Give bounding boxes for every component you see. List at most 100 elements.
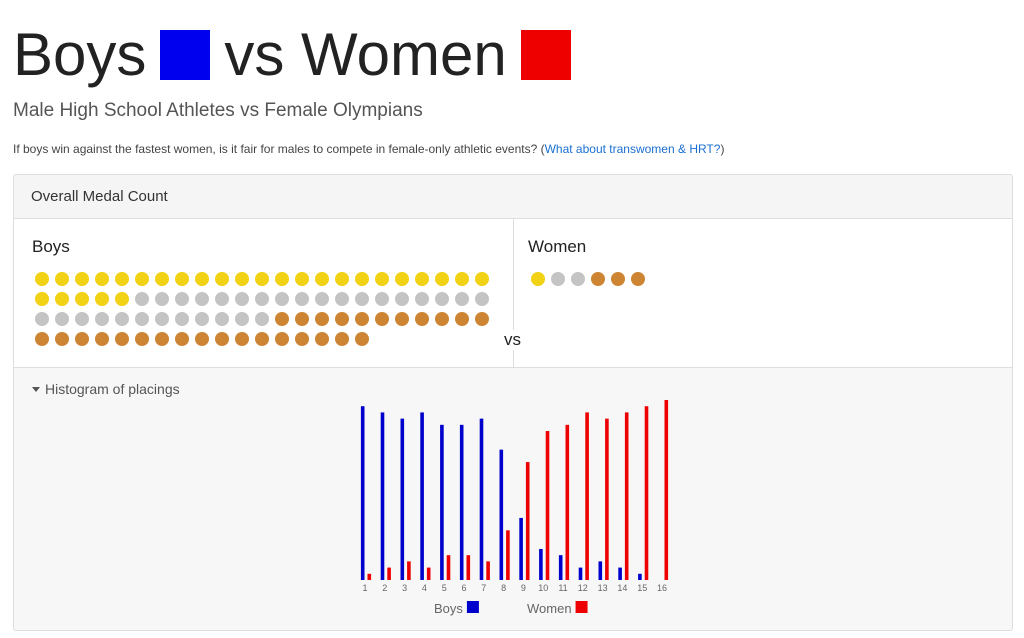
bar-women-15 xyxy=(644,406,649,580)
bronze-medal-dot xyxy=(355,332,369,346)
silver-medal-dot xyxy=(235,312,249,326)
bronze-medal-dot xyxy=(355,312,369,326)
bronze-medal-dot xyxy=(435,312,449,326)
bar-women-9 xyxy=(525,462,530,580)
bronze-medal-dot xyxy=(415,312,429,326)
gold-medal-dot xyxy=(155,272,169,286)
gold-medal-dot xyxy=(455,272,469,286)
gold-medal-dot xyxy=(35,272,49,286)
bar-boys-11 xyxy=(558,555,563,580)
gold-medal-dot xyxy=(95,292,109,306)
bronze-medal-dot xyxy=(175,332,189,346)
silver-medal-dot xyxy=(215,312,229,326)
bar-boys-15 xyxy=(638,573,642,580)
gold-medal-dot xyxy=(415,272,429,286)
gold-medal-dot xyxy=(35,292,49,306)
gold-medal-dot xyxy=(475,272,489,286)
silver-medal-dot xyxy=(35,312,49,326)
bar-women-2 xyxy=(387,567,391,580)
silver-medal-dot xyxy=(215,292,229,306)
bar-women-4 xyxy=(426,567,431,580)
gold-medal-dot xyxy=(175,272,189,286)
silver-medal-dot xyxy=(551,272,565,286)
gold-medal-dot xyxy=(355,272,369,286)
bronze-medal-dot xyxy=(55,332,69,346)
women-medals-section: Women xyxy=(514,219,1012,367)
gold-medal-dot xyxy=(255,272,269,286)
bar-women-12 xyxy=(585,412,589,580)
gold-medal-dot xyxy=(135,272,149,286)
bronze-medal-dot xyxy=(135,332,149,346)
silver-medal-dot xyxy=(475,292,489,306)
bar-boys-5 xyxy=(440,424,444,580)
bronze-medal-dot xyxy=(611,272,625,286)
panel-header: Overall Medal Count xyxy=(14,175,1012,219)
bronze-medal-dot xyxy=(335,312,349,326)
bronze-medal-dot xyxy=(75,332,89,346)
bar-boys-1 xyxy=(360,406,365,580)
x-tick-label: 2 xyxy=(382,583,387,593)
vs-label: vs xyxy=(503,330,522,350)
gold-medal-dot xyxy=(235,272,249,286)
bronze-medal-dot xyxy=(215,332,229,346)
silver-medal-dot xyxy=(255,312,269,326)
bar-women-8 xyxy=(506,530,510,580)
panel-title: Overall Medal Count xyxy=(31,188,168,205)
silver-medal-dot xyxy=(335,292,349,306)
x-tick-label: 4 xyxy=(422,583,427,593)
gold-medal-dot xyxy=(531,272,545,286)
bar-women-14 xyxy=(624,412,629,580)
transwomen-hrt-link[interactable]: What about transwomen & HRT? xyxy=(544,142,721,156)
gold-medal-dot xyxy=(115,272,129,286)
x-tick-label: 14 xyxy=(617,583,627,593)
silver-medal-dot xyxy=(435,292,449,306)
bronze-medal-dot xyxy=(35,332,49,346)
silver-medal-dot xyxy=(195,312,209,326)
bronze-medal-dot xyxy=(255,332,269,346)
gold-medal-dot xyxy=(115,292,129,306)
x-tick-label: 7 xyxy=(481,583,486,593)
boys-label: Boys xyxy=(32,237,70,256)
bronze-medal-dot xyxy=(275,332,289,346)
bronze-medal-dot xyxy=(335,332,349,346)
silver-medal-dot xyxy=(75,312,89,326)
gold-medal-dot xyxy=(95,272,109,286)
bar-women-5 xyxy=(446,555,451,580)
silver-medal-dot xyxy=(235,292,249,306)
intro-text: If boys win against the fastest women, i… xyxy=(13,142,724,156)
bronze-medal-dot xyxy=(631,272,645,286)
silver-medal-dot xyxy=(255,292,269,306)
x-tick-label: 13 xyxy=(598,583,608,593)
silver-medal-dot xyxy=(115,312,129,326)
title-vs-women: vs Women xyxy=(224,21,507,88)
gold-medal-dot xyxy=(435,272,449,286)
gold-medal-dot xyxy=(395,272,409,286)
intro-suffix: ) xyxy=(720,142,725,156)
silver-medal-dot xyxy=(571,272,585,286)
bar-boys-10 xyxy=(539,548,543,580)
bar-women-6 xyxy=(466,555,471,580)
bronze-medal-dot xyxy=(155,332,169,346)
x-tick-label: 8 xyxy=(501,583,506,593)
gold-medal-dot xyxy=(55,272,69,286)
bronze-medal-dot xyxy=(235,332,249,346)
silver-medal-dot xyxy=(455,292,469,306)
gold-medal-dot xyxy=(315,272,329,286)
silver-medal-dot xyxy=(155,312,169,326)
bar-women-3 xyxy=(407,561,411,580)
x-tick-label: 15 xyxy=(637,583,647,593)
legend-swatch-boys xyxy=(466,601,479,613)
histogram-toggle[interactable]: Histogram of placings xyxy=(32,381,180,397)
bar-boys-12 xyxy=(578,567,583,580)
bronze-medal-dot xyxy=(295,312,309,326)
bar-women-11 xyxy=(565,424,570,580)
bar-boys-6 xyxy=(459,424,464,580)
title-boys: Boys xyxy=(13,21,147,88)
histogram-toggle-label: Histogram of placings xyxy=(45,381,180,397)
silver-medal-dot xyxy=(135,292,149,306)
gold-medal-dot xyxy=(295,272,309,286)
bar-boys-4 xyxy=(420,412,424,580)
women-color-swatch xyxy=(520,30,571,80)
bronze-medal-dot xyxy=(375,312,389,326)
